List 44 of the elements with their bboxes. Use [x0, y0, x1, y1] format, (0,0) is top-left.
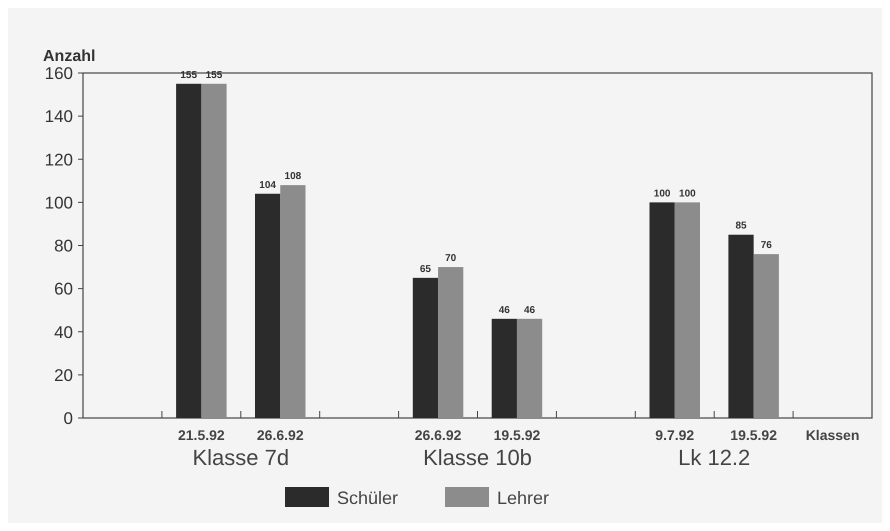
- bar: [201, 84, 227, 418]
- y-tick-label: 40: [54, 322, 73, 342]
- y-tick-label: 140: [44, 107, 73, 126]
- bar: [674, 202, 700, 418]
- y-tick-label: 160: [44, 64, 73, 83]
- y-tick-label: 100: [44, 193, 73, 212]
- data-label: 108: [284, 171, 302, 182]
- legend-label: Lehrer: [497, 488, 550, 508]
- data-label: 70: [445, 253, 457, 264]
- y-axis-title: Anzahl: [43, 48, 96, 65]
- data-label: 46: [498, 304, 510, 316]
- data-label: 100: [654, 188, 671, 200]
- data-label: 76: [760, 240, 772, 252]
- bar: [176, 84, 202, 418]
- y-tick-label: 0: [64, 409, 73, 428]
- x-tick-label: 19.5.92: [494, 427, 541, 443]
- x-tick-label: 19.5.92: [730, 427, 778, 443]
- bar: [516, 318, 542, 418]
- legend-label: Schüler: [337, 488, 398, 508]
- data-label: 100: [679, 188, 696, 200]
- text: Klasse 7d: [192, 445, 290, 470]
- x-tick-label: 26.6.92: [256, 427, 304, 443]
- text: Lk 12.2: [678, 445, 750, 470]
- y-tick-label: 60: [54, 280, 73, 299]
- bar: [728, 234, 754, 418]
- x-tick-label: 21.5.92: [178, 427, 225, 443]
- y-tick-label: 80: [54, 236, 73, 256]
- data-label: 104: [259, 180, 276, 191]
- data-label: 46: [524, 304, 536, 316]
- bar: [492, 318, 517, 418]
- x-axis-title: Klassen: [806, 427, 860, 443]
- y-tick-label: 120: [44, 150, 73, 170]
- y-tick-label: 20: [54, 366, 73, 385]
- bar: [754, 254, 779, 418]
- data-label: 65: [420, 264, 432, 275]
- bar: [412, 278, 438, 418]
- data-label: 85: [735, 220, 748, 232]
- x-tick-label: 9.7.92: [655, 427, 694, 443]
- bar: [255, 194, 280, 418]
- text: Klasse 10b: [423, 445, 532, 470]
- bar: [438, 267, 464, 418]
- bar: [280, 185, 306, 418]
- x-tick-label: 26.6.92: [414, 427, 462, 443]
- bar: [650, 202, 675, 418]
